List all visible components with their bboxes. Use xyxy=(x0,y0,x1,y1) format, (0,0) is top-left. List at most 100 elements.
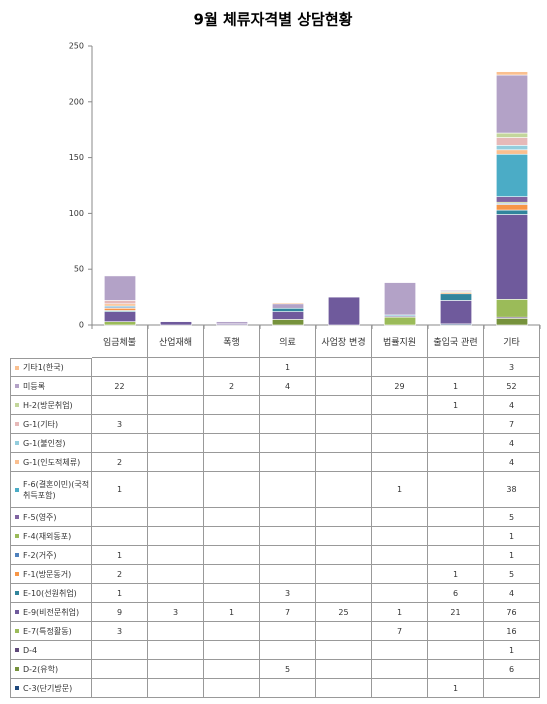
y-tick-label: 100 xyxy=(69,209,84,218)
legend-label: G-1(기타) xyxy=(23,419,59,429)
table-cell xyxy=(148,527,204,546)
bar-segment xyxy=(496,145,528,151)
table-header: 기타 xyxy=(484,325,540,358)
legend-label: D-4 xyxy=(23,645,38,655)
table-cell xyxy=(148,565,204,584)
legend-key xyxy=(15,648,19,652)
table-cell xyxy=(148,415,204,434)
table-cell xyxy=(428,358,484,377)
table-cell xyxy=(372,679,428,698)
table-cell xyxy=(372,396,428,415)
table-cell xyxy=(260,396,316,415)
table-cell xyxy=(148,453,204,472)
legend-key xyxy=(15,515,19,519)
table-cell xyxy=(148,660,204,679)
bar-segment xyxy=(272,302,304,305)
table-cell xyxy=(148,434,204,453)
table-cell xyxy=(148,472,204,508)
bar-segment xyxy=(384,282,416,316)
bar-segment xyxy=(272,307,304,312)
legend-label: F-2(거주) xyxy=(23,550,57,560)
legend-entry: E-10(선원취업) xyxy=(10,584,92,603)
table-cell xyxy=(316,434,372,453)
legend-label: E-10(선원취업) xyxy=(23,588,77,598)
table-cell xyxy=(260,565,316,584)
bar-segment xyxy=(496,214,528,300)
table-cell xyxy=(372,546,428,565)
table-cell xyxy=(316,679,372,698)
table-cell xyxy=(260,679,316,698)
legend-entry: H-2(방문취업) xyxy=(10,396,92,415)
table-cell xyxy=(92,660,148,679)
table-cell xyxy=(148,584,204,603)
table-header: 출입국 관련 xyxy=(428,325,484,358)
table-cell: 25 xyxy=(316,603,372,622)
table-cell xyxy=(316,396,372,415)
table-cell xyxy=(372,565,428,584)
table-header: 임금체불 xyxy=(92,325,148,358)
table-cell xyxy=(260,453,316,472)
table-cell: 4 xyxy=(484,453,540,472)
bar-segment xyxy=(496,71,528,76)
legend-label: F-6(결혼이민)(국적취득포함) xyxy=(23,479,90,500)
table-cell: 1 xyxy=(372,472,428,508)
table-cell: 4 xyxy=(484,434,540,453)
table-cell xyxy=(204,508,260,527)
bar-segment xyxy=(496,137,528,146)
y-tick-label: 0 xyxy=(79,321,84,330)
table-header: 법률지원 xyxy=(372,325,428,358)
table-cell xyxy=(148,641,204,660)
table-cell: 21 xyxy=(428,603,484,622)
table-cell xyxy=(204,565,260,584)
legend-entry: G-1(인도적체류) xyxy=(10,453,92,472)
table-cell xyxy=(316,472,372,508)
bar-segment xyxy=(104,311,136,322)
table-cell xyxy=(428,453,484,472)
legend-entry: E-9(비전문취업) xyxy=(10,603,92,622)
table-cell xyxy=(204,660,260,679)
table-cell xyxy=(260,527,316,546)
legend-key xyxy=(15,572,19,576)
legend-label: F-4(재외동포) xyxy=(23,531,72,541)
table-cell xyxy=(148,396,204,415)
table-cell: 38 xyxy=(484,472,540,508)
bar-segment xyxy=(496,299,528,318)
table-cell: 1 xyxy=(428,679,484,698)
bar-segment xyxy=(216,321,248,325)
table-cell xyxy=(204,641,260,660)
bar-segment xyxy=(496,74,528,134)
y-tick-label: 250 xyxy=(69,42,84,51)
table-cell xyxy=(428,415,484,434)
legend-label: F-5(영주) xyxy=(23,512,57,522)
table-cell: 1 xyxy=(92,472,148,508)
table-cell: 6 xyxy=(484,660,540,679)
table-cell: 1 xyxy=(92,584,148,603)
table-cell: 1 xyxy=(484,641,540,660)
bar-segment xyxy=(496,153,528,197)
bar-segment xyxy=(440,290,472,292)
legend-entry: G-1(기타) xyxy=(10,415,92,434)
table-cell xyxy=(148,546,204,565)
table-cell: 1 xyxy=(428,396,484,415)
table-cell: 6 xyxy=(428,584,484,603)
table-cell: 1 xyxy=(204,603,260,622)
table-cell xyxy=(372,584,428,603)
bar-segment xyxy=(104,300,136,305)
legend-key xyxy=(15,441,19,445)
bar-segment xyxy=(496,132,528,138)
table-cell xyxy=(204,622,260,641)
table-cell xyxy=(316,660,372,679)
table-cell: 3 xyxy=(92,622,148,641)
bar-segment xyxy=(160,321,192,326)
bar-segment xyxy=(272,303,304,309)
legend-key xyxy=(15,460,19,464)
table-cell xyxy=(204,434,260,453)
table-cell xyxy=(316,641,372,660)
table-cell: 1 xyxy=(428,565,484,584)
table-cell xyxy=(260,434,316,453)
bar-segment xyxy=(496,318,528,326)
table-cell: 76 xyxy=(484,603,540,622)
table-cell: 1 xyxy=(428,377,484,396)
table-cell xyxy=(260,508,316,527)
